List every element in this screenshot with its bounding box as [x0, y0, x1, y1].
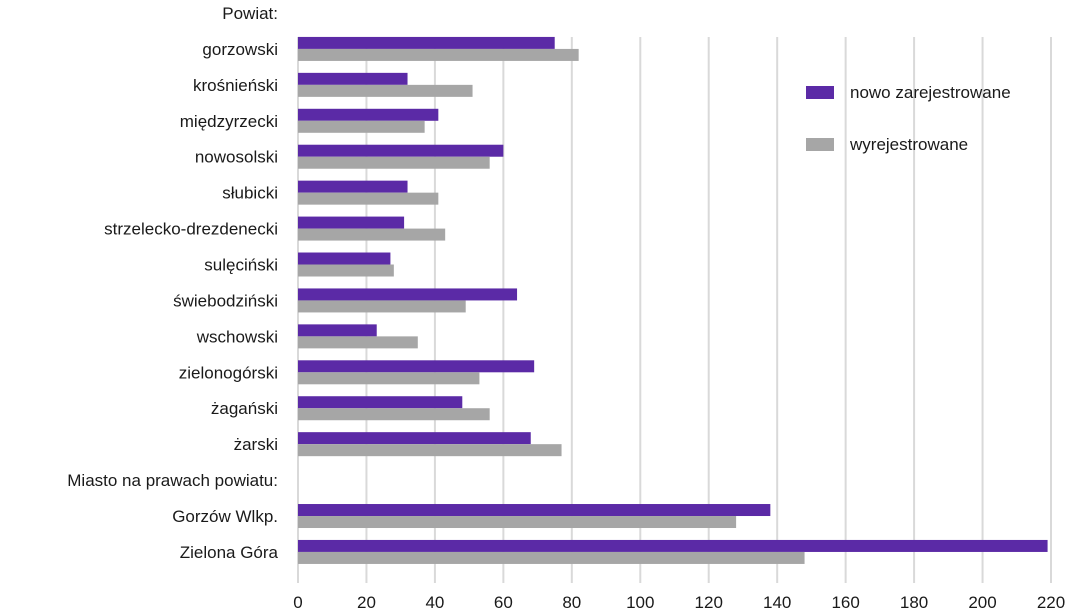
- x-tick-label: 20: [357, 593, 376, 611]
- bar-żagański-wyrejestrowane: [298, 408, 490, 421]
- category-label-gorzowski: gorzowski: [202, 40, 278, 59]
- bar-sulęciński-nowo-zarejestrowane: [298, 252, 391, 265]
- category-label-zielona-góra: Zielona Góra: [180, 543, 279, 562]
- bar-strzelecko-drezdenecki-nowo-zarejestrowane: [298, 216, 405, 229]
- bar-gorzów-wlkp-nowo-zarejestrowane: [298, 504, 771, 517]
- bar-zielona-góra-nowo-zarejestrowane: [298, 539, 1048, 552]
- bar-żagański-nowo-zarejestrowane: [298, 396, 463, 409]
- bar-międzyrzecki-wyrejestrowane: [298, 120, 425, 133]
- bar-żarski-wyrejestrowane: [298, 444, 562, 457]
- category-label-żarski: żarski: [234, 435, 278, 454]
- legend-swatch-nowo-zarejestrowane: [806, 86, 834, 99]
- x-tick-label: 120: [695, 593, 723, 611]
- bar-świebodziński-nowo-zarejestrowane: [298, 288, 518, 301]
- bar-strzelecko-drezdenecki-wyrejestrowane: [298, 228, 446, 241]
- bar-wschowski-wyrejestrowane: [298, 336, 418, 349]
- category-label-sulęciński: sulęciński: [204, 256, 278, 275]
- bars: [298, 36, 1048, 564]
- category-label-wschowski: wschowski: [196, 327, 278, 346]
- bar-krośnieński-nowo-zarejestrowane: [298, 72, 408, 85]
- bar-wschowski-nowo-zarejestrowane: [298, 324, 377, 337]
- category-label-krośnieński: krośnieński: [193, 76, 278, 95]
- bar-gorzowski-wyrejestrowane: [298, 48, 579, 61]
- x-tick-label: 100: [626, 593, 654, 611]
- x-tick-label: 200: [968, 593, 996, 611]
- x-tick-label: 140: [763, 593, 791, 611]
- x-tick-label: 60: [494, 593, 513, 611]
- category-label-żagański: żagański: [211, 399, 278, 418]
- bar-słubicki-nowo-zarejestrowane: [298, 180, 408, 193]
- category-label-gorzów-wlkp: Gorzów Wlkp.: [172, 507, 278, 526]
- x-tick-label: 40: [425, 593, 444, 611]
- bar-nowosolski-nowo-zarejestrowane: [298, 144, 504, 157]
- x-tick-label: 220: [1037, 593, 1065, 611]
- x-tick-label: 160: [831, 593, 859, 611]
- bar-sulęciński-wyrejestrowane: [298, 264, 394, 277]
- legend-label-nowo-zarejestrowane: nowo zarejestrowane: [850, 83, 1011, 102]
- group-header-label: Powiat:: [222, 4, 278, 23]
- legend-swatch-wyrejestrowane: [806, 138, 834, 151]
- category-label-zielonogórski: zielonogórski: [179, 363, 278, 382]
- bar-międzyrzecki-nowo-zarejestrowane: [298, 108, 439, 121]
- x-tick-label: 0: [293, 593, 302, 611]
- category-label-międzyrzecki: międzyrzecki: [180, 112, 278, 131]
- x-tick-label: 180: [900, 593, 928, 611]
- x-tick-label: 80: [562, 593, 581, 611]
- category-label-strzelecko-drezdenecki: strzelecko-drezdenecki: [104, 220, 278, 239]
- legend-label-wyrejestrowane: wyrejestrowane: [849, 135, 968, 154]
- bar-krośnieński-wyrejestrowane: [298, 84, 473, 97]
- group-header-label: Miasto na prawach powiatu:: [67, 471, 278, 490]
- legend: nowo zarejestrowane wyrejestrowane: [806, 83, 1011, 154]
- bar-nowosolski-wyrejestrowane: [298, 156, 490, 169]
- category-labels: Powiat: gorzowski krośnieński międzyrzecki n…: [67, 4, 278, 562]
- x-axis-tick-labels: 0 20 40 60 80 100 120 140 160 180 200 220: [293, 593, 1065, 611]
- category-label-nowosolski: nowosolski: [195, 148, 278, 167]
- bar-świebodziński-wyrejestrowane: [298, 300, 466, 313]
- bar-słubicki-wyrejestrowane: [298, 192, 439, 205]
- category-label-świebodziński: świebodziński: [173, 291, 278, 310]
- bar-gorzowski-nowo-zarejestrowane: [298, 36, 555, 49]
- bar-zielonogórski-wyrejestrowane: [298, 372, 480, 385]
- category-label-słubicki: słubicki: [222, 184, 278, 203]
- bar-zielona-góra-wyrejestrowane: [298, 551, 805, 564]
- bar-gorzów-wlkp-wyrejestrowane: [298, 516, 737, 529]
- bar-żarski-nowo-zarejestrowane: [298, 432, 531, 445]
- bar-zielonogórski-nowo-zarejestrowane: [298, 360, 535, 373]
